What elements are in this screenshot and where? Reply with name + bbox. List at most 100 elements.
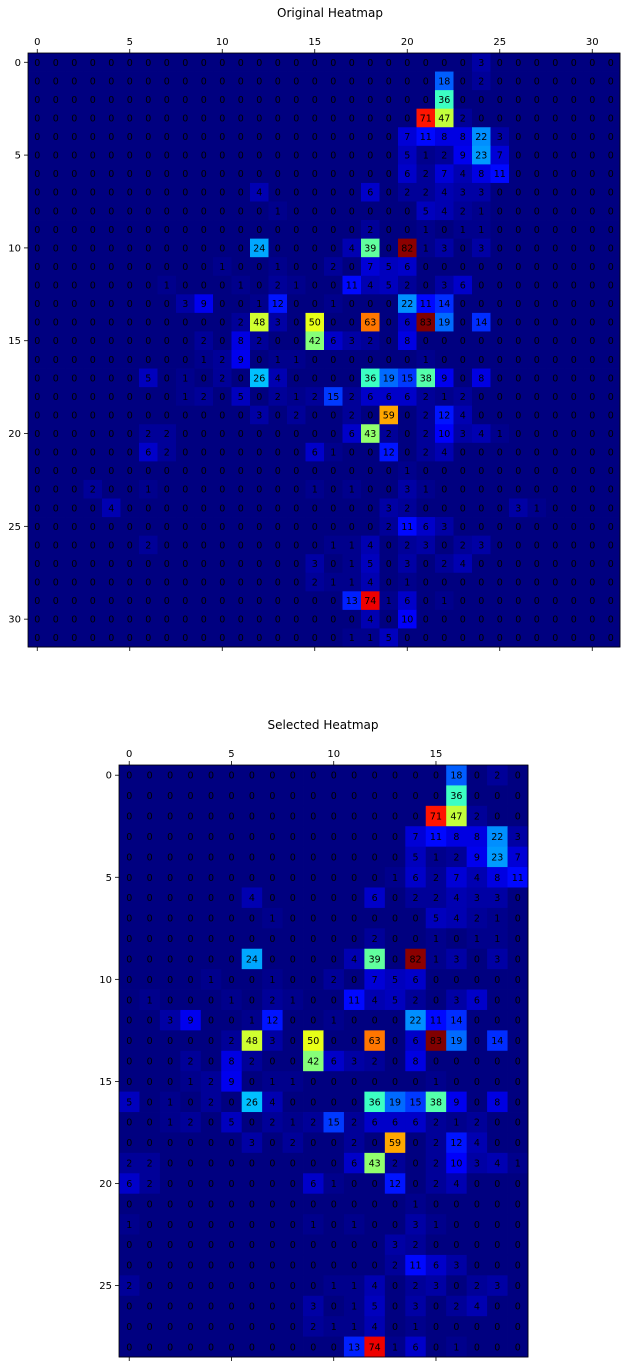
- heatmap-cell: [416, 461, 436, 481]
- cell-value-label: 0: [534, 113, 540, 124]
- heatmap-cell: [213, 164, 232, 184]
- cell-value-label: 0: [201, 578, 207, 589]
- heatmap-cell: [157, 275, 177, 295]
- cell-value-label: 0: [269, 812, 275, 823]
- cell-value-label: 0: [90, 633, 96, 644]
- heatmap-cell: [453, 53, 473, 72]
- heatmap-cell: [361, 312, 380, 332]
- heatmap-cell: [379, 424, 399, 444]
- heatmap-cell: [268, 517, 288, 537]
- heatmap-cell: [282, 1009, 304, 1031]
- cell-value-label: 0: [474, 1342, 480, 1353]
- cell-value-label: 2: [478, 76, 484, 87]
- heatmap-cell: [176, 71, 195, 91]
- cell-value-label: 0: [201, 132, 207, 143]
- heatmap-cell: [200, 846, 222, 868]
- heatmap-cell: [120, 331, 140, 351]
- heatmap-cell: [139, 628, 158, 648]
- cell-value-label: 0: [275, 225, 281, 236]
- heatmap-cell: [305, 182, 325, 202]
- heatmap-cell: [176, 312, 195, 332]
- heatmap-cell: [527, 220, 547, 240]
- cell-value-label: 0: [441, 503, 447, 514]
- heatmap-cell: [405, 1112, 427, 1133]
- heatmap-cell: [564, 517, 584, 537]
- heatmap-cell: [466, 928, 488, 950]
- cell-value-label: 0: [367, 299, 373, 310]
- cell-value-label: 0: [145, 132, 151, 143]
- heatmap-cell: [303, 928, 324, 950]
- heatmap-cell: [435, 479, 454, 499]
- heatmap-cell: [303, 969, 324, 990]
- cell-value-label: 0: [238, 596, 244, 607]
- cell-value-label: 0: [310, 995, 316, 1006]
- heatmap-cell: [305, 331, 325, 351]
- heatmap-cell: [364, 1152, 386, 1174]
- heatmap-cell: [472, 442, 491, 462]
- heatmap-cell: [384, 765, 406, 786]
- cell-value-label: 0: [404, 225, 410, 236]
- cell-value-label: 0: [201, 540, 207, 551]
- cell-value-label: 0: [201, 76, 207, 87]
- cell-value-label: 0: [310, 975, 316, 986]
- heatmap-cell: [446, 989, 468, 1011]
- heatmap-cell: [435, 257, 454, 277]
- heatmap-cell: [472, 498, 491, 518]
- heatmap-cell: [102, 108, 121, 128]
- cell-value-label: 0: [608, 540, 614, 551]
- heatmap-cell: [343, 948, 365, 970]
- cell-value-label: 0: [275, 243, 281, 254]
- heatmap-cell: [405, 1254, 427, 1276]
- cell-value-label: 0: [145, 559, 151, 570]
- heatmap-cell: [384, 989, 406, 1011]
- heatmap-cell: [324, 554, 343, 574]
- cell-value-label: 3: [441, 281, 447, 292]
- heatmap-cell: [364, 1071, 386, 1093]
- heatmap-cell: [120, 628, 140, 648]
- cell-value-label: 0: [275, 503, 281, 514]
- heatmap-cell: [176, 517, 195, 537]
- cell-value-label: 0: [269, 1301, 275, 1312]
- cell-value-label: 0: [34, 76, 40, 87]
- heatmap-cell: [231, 628, 251, 648]
- heatmap-cell: [379, 201, 399, 221]
- heatmap-cell: [564, 71, 584, 91]
- heatmap-cell: [102, 498, 121, 518]
- heatmap-cell: [379, 312, 399, 332]
- cell-value-label: 0: [188, 995, 194, 1006]
- heatmap-cell: [435, 405, 454, 425]
- heatmap-cell: [583, 220, 602, 240]
- cell-value-label: 15: [409, 1097, 421, 1108]
- cell-value-label: 0: [290, 791, 296, 802]
- cell-value-label: 0: [147, 1118, 153, 1129]
- cell-value-label: 2: [208, 1097, 214, 1108]
- cell-value-label: 0: [249, 812, 255, 823]
- cell-value-label: 0: [182, 448, 188, 459]
- heatmap-cell: [364, 1214, 386, 1235]
- heatmap-cell: [509, 312, 528, 332]
- cell-value-label: 5: [392, 995, 398, 1006]
- heatmap-cell: [282, 1112, 304, 1133]
- cell-value-label: 0: [53, 503, 59, 514]
- cell-value-label: 6: [145, 448, 151, 459]
- cell-value-label: 0: [249, 1077, 255, 1088]
- heatmap-cell: [379, 479, 399, 499]
- heatmap-cell: [323, 887, 345, 909]
- heatmap-cell: [83, 220, 103, 240]
- cell-value-label: 0: [433, 1342, 439, 1353]
- cell-value-label: 0: [460, 503, 466, 514]
- y-tick-label: 25: [8, 522, 21, 533]
- cell-value-label: 0: [312, 206, 318, 217]
- cell-value-label: 0: [275, 76, 281, 87]
- cell-value-label: 0: [147, 1261, 153, 1272]
- heatmap-cell: [546, 591, 565, 611]
- heatmap-cell: [200, 1275, 222, 1297]
- heatmap-cell: [102, 182, 121, 202]
- cell-value-label: 0: [552, 169, 558, 180]
- heatmap-cell: [194, 424, 214, 444]
- cell-value-label: 0: [53, 410, 59, 421]
- cell-value-label: 12: [438, 410, 450, 421]
- cell-value-label: 3: [310, 1301, 316, 1312]
- heatmap-cell: [364, 969, 386, 990]
